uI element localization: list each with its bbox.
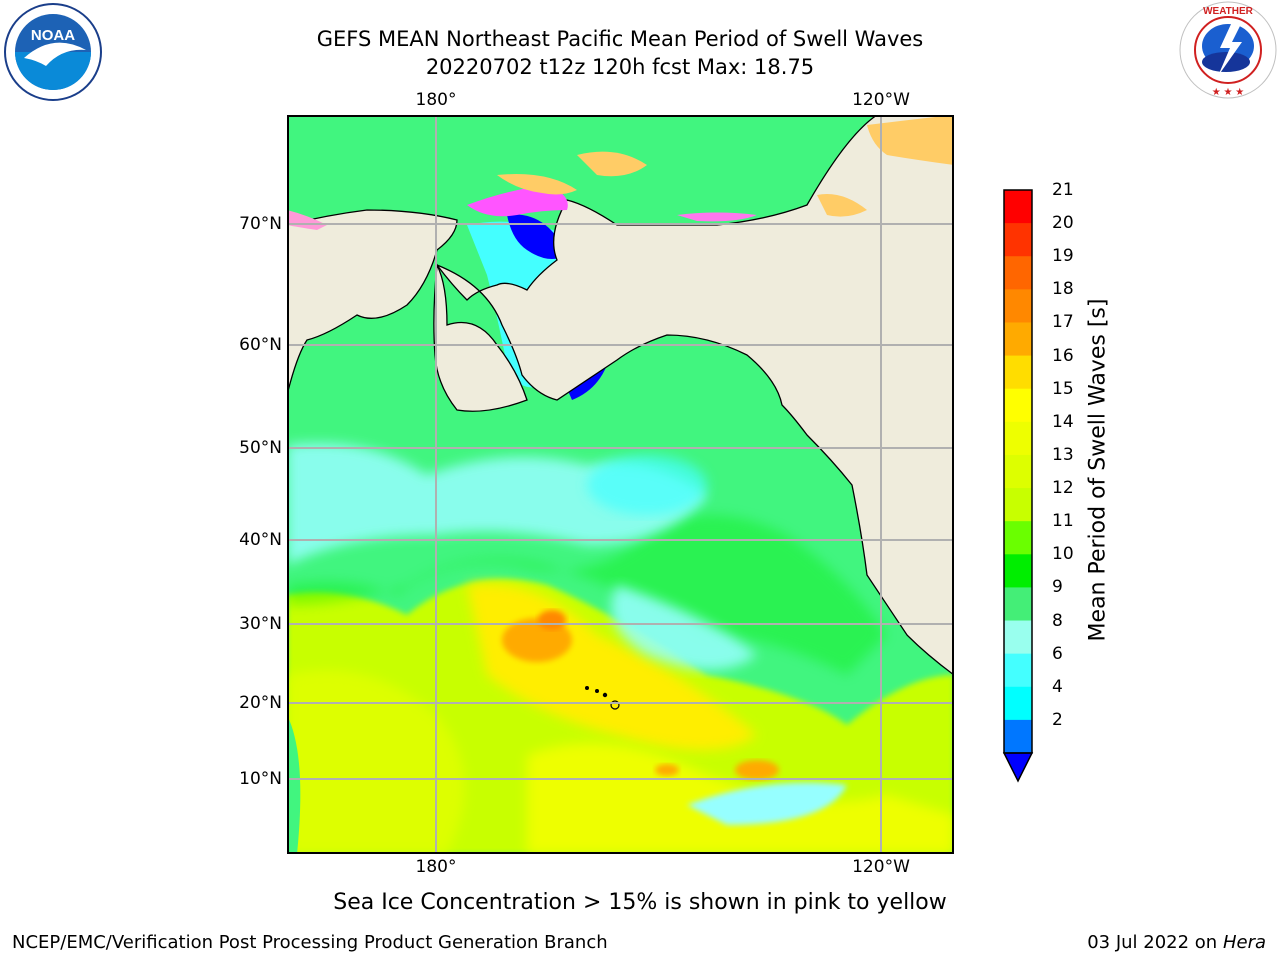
lat-label-20n: 20°N	[239, 693, 282, 713]
lat-label-30n: 30°N	[239, 614, 282, 634]
colorbar-tick-label: 10	[1052, 544, 1074, 565]
lat-label-10n: 10°N	[239, 769, 282, 789]
lat-label-70n: 70°N	[239, 214, 282, 234]
colorbar-tick-label: 11	[1052, 511, 1074, 532]
ice-arctic-1	[577, 151, 647, 177]
colorbar-tick-label: 12	[1052, 478, 1074, 499]
colorbar-segment	[1004, 719, 1032, 754]
colorbar-segment	[1004, 289, 1032, 323]
cyan-patch-central	[611, 585, 757, 670]
cyan-patch-deep	[587, 455, 707, 515]
footer-date-text: 03 Jul 2022 on	[1087, 932, 1223, 953]
colorbar-segment	[1004, 521, 1032, 555]
colorbar-segment	[1004, 653, 1032, 688]
orange-spot-4	[655, 764, 679, 776]
colorbar-tick-label: 13	[1052, 444, 1074, 465]
colorbar-tick-label: 17	[1052, 312, 1074, 333]
orange-spot-2	[538, 610, 566, 630]
ice-canada-1	[817, 194, 867, 217]
colorbar-border	[1003, 189, 1033, 754]
colorbar-tick-label: 16	[1052, 345, 1074, 366]
ice-chukchi-north	[497, 174, 577, 195]
colorbar-segment	[1004, 620, 1032, 655]
colorbar-segment	[1004, 388, 1032, 423]
colorbar-tick-label: 8	[1052, 610, 1063, 631]
north-america-land	[435, 115, 954, 676]
colorbar-extend-arrow	[1002, 752, 1034, 783]
colorbar	[1002, 189, 1034, 783]
colorbar-segment	[1004, 454, 1032, 489]
colorbar-tick-label: 15	[1052, 378, 1074, 399]
colorbar-tick-label: 6	[1052, 643, 1063, 664]
colorbar-segment	[1004, 322, 1032, 357]
map-canvas	[287, 115, 954, 854]
colorbar-tick-label: 9	[1052, 577, 1063, 598]
colorbar-segment	[1004, 256, 1032, 290]
colorbar-tick-label: 18	[1052, 279, 1074, 300]
colorbar-segment	[1004, 488, 1032, 522]
footer-credit: NCEP/EMC/Verification Post Processing Pr…	[12, 932, 608, 953]
colorbar-segment	[1004, 554, 1032, 588]
green-band	[287, 515, 887, 675]
colorbar-tick-label: 14	[1052, 411, 1074, 432]
graticule	[287, 115, 954, 854]
svg-text:★ ★ ★: ★ ★ ★	[1212, 87, 1244, 98]
lon-label-top-120w: 120°W	[852, 90, 910, 110]
colorbar-segment	[1004, 355, 1032, 390]
hawaii-island-3	[602, 692, 608, 698]
colorbar-tick-label: 21	[1052, 180, 1074, 200]
lat-label-60n: 60°N	[239, 335, 282, 355]
swell-field-sw	[287, 670, 465, 854]
svg-text:NOAA: NOAA	[31, 27, 75, 44]
svg-text:WEATHER: WEATHER	[1203, 6, 1254, 17]
colorbar-title: Mean Period of Swell Waves [s]	[1085, 298, 1111, 642]
hawaii-island-1	[585, 686, 589, 690]
alaska-peninsula	[433, 262, 528, 412]
colorbar-tick-label: 4	[1052, 676, 1063, 697]
chart-title: GEFS MEAN Northeast Pacific Mean Period …	[316, 27, 924, 51]
orange-spot-3	[735, 760, 779, 780]
nws-logo: WEATHER ★ ★ ★	[1179, 1, 1277, 99]
colorbar-tick-label: 19	[1052, 246, 1074, 267]
lat-label-50n: 50°N	[239, 438, 282, 458]
siberia-land	[287, 209, 458, 396]
map-border	[287, 115, 954, 854]
ice-canada-2	[867, 115, 954, 165]
noaa-logo: NOAA	[4, 3, 102, 101]
footer-date: 03 Jul 2022 on Hera	[1087, 932, 1266, 953]
colorbar-segment	[1004, 223, 1032, 257]
chukchi-blue	[507, 214, 567, 259]
colorbar-segment	[1004, 190, 1032, 224]
footer-host: Hera	[1222, 932, 1266, 953]
lon-label-bottom-120w: 120°W	[852, 857, 910, 877]
colorbar-tick-label: 20	[1052, 213, 1074, 234]
chart-subtitle: 20220702 t12z 120h fcst Max: 18.75	[425, 55, 815, 79]
cyan-patch-south	[687, 782, 847, 825]
caption: Sea Ice Concentration > 15% is shown in …	[333, 890, 947, 915]
colorbar-tick-label: 2	[1052, 709, 1063, 730]
lon-label-bottom-180: 180°	[415, 857, 457, 877]
ice-beaufort	[677, 212, 757, 222]
hawaii-big-island	[610, 700, 620, 710]
colorbar-segments	[1004, 190, 1032, 754]
map-panel	[287, 115, 954, 854]
green-edge-west	[287, 715, 301, 854]
lat-label-40n: 40°N	[239, 530, 282, 550]
lon-label-top-180: 180°	[415, 90, 457, 110]
colorbar-segment	[1004, 421, 1032, 456]
hawaii-island-2	[595, 689, 599, 693]
colorbar-segment	[1004, 587, 1032, 622]
colorbar-segment	[1004, 686, 1032, 721]
